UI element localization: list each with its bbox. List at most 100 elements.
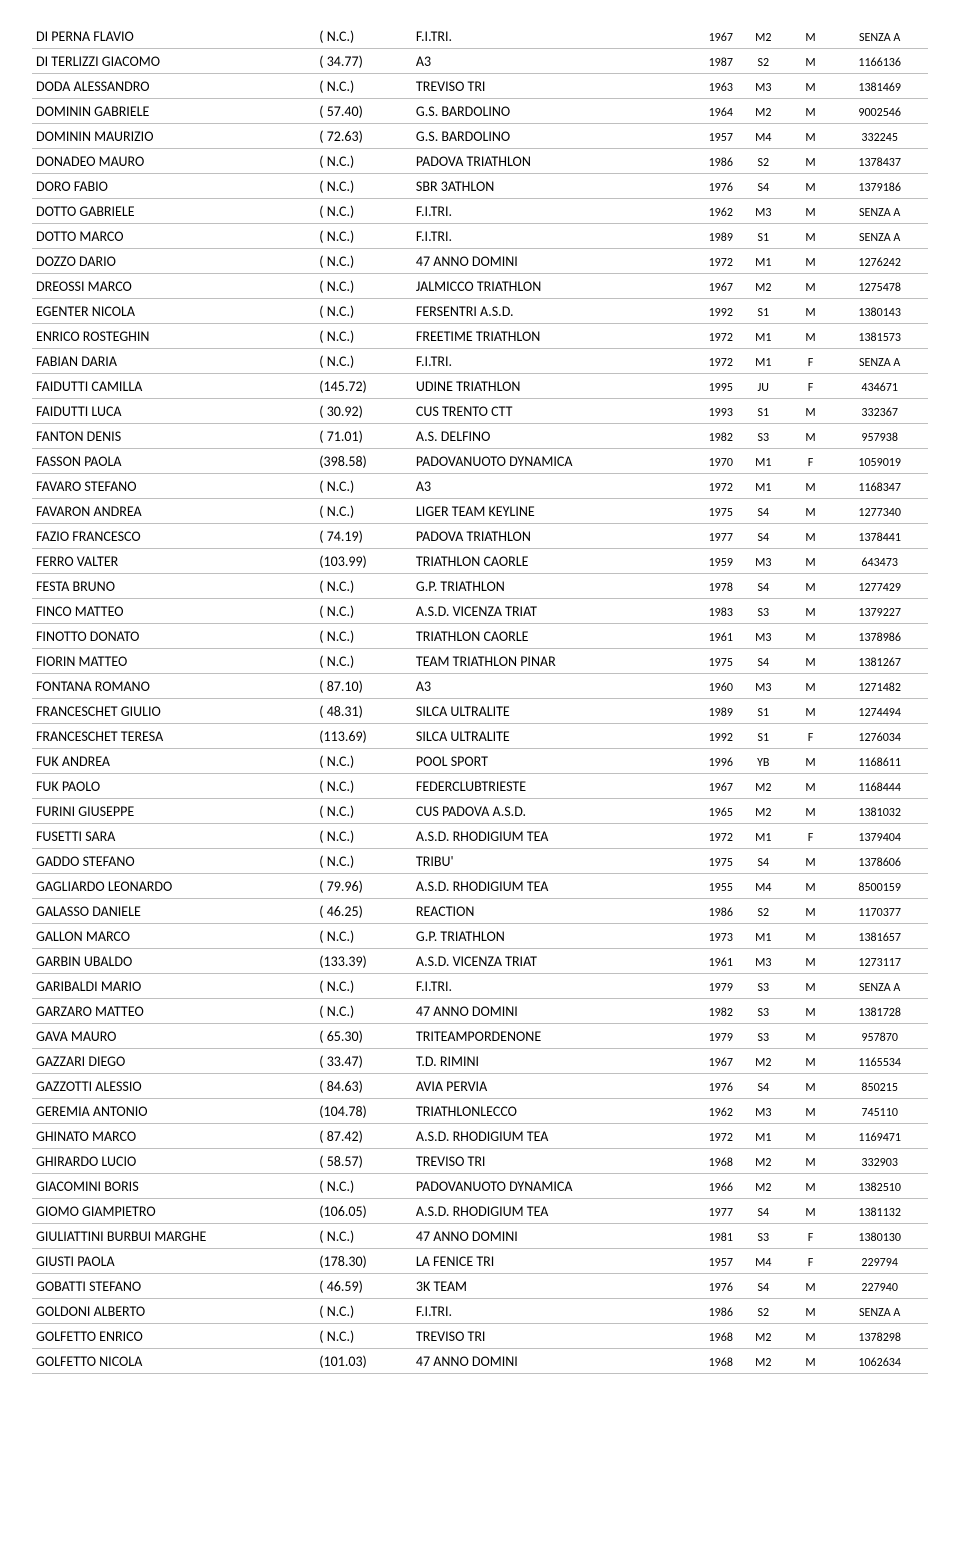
athlete-time: ( 30.92) (315, 399, 412, 424)
athlete-year: 1976 (673, 174, 737, 199)
table-row: GHIRARDO LUCIO( 58.57)TREVISO TRI1968M2M… (32, 1149, 928, 1174)
athlete-year: 1975 (673, 849, 737, 874)
athlete-category: S3 (737, 974, 790, 999)
athlete-name: FIORIN MATTEO (32, 649, 315, 674)
athlete-year: 1989 (673, 699, 737, 724)
table-row: GAZZOTTI ALESSIO( 84.63)AVIA PERVIA1976S… (32, 1074, 928, 1099)
athlete-team: A.S.D. RHODIGIUM TEA (412, 1124, 673, 1149)
athlete-code: 1062634 (831, 1349, 928, 1374)
athlete-name: FABIAN DARIA (32, 349, 315, 374)
athlete-code: 1165534 (831, 1049, 928, 1074)
athlete-team: G.S. BARDOLINO (412, 99, 673, 124)
athlete-name: GAZZOTTI ALESSIO (32, 1074, 315, 1099)
athlete-team: FEDERCLUBTRIESTE (412, 774, 673, 799)
athlete-sex: M (790, 1099, 832, 1124)
athlete-time: ( N.C.) (315, 1174, 412, 1199)
athlete-category: M2 (737, 1349, 790, 1374)
athlete-team: TREVISO TRI (412, 74, 673, 99)
athlete-team: CUS TRENTO CTT (412, 399, 673, 424)
athlete-team: F.I.TRI. (412, 349, 673, 374)
athlete-year: 1957 (673, 124, 737, 149)
athlete-name: FAVARO STEFANO (32, 474, 315, 499)
athlete-time: ( N.C.) (315, 974, 412, 999)
athlete-category: M4 (737, 124, 790, 149)
athlete-year: 1955 (673, 874, 737, 899)
athlete-team: F.I.TRI. (412, 24, 673, 49)
athlete-year: 1962 (673, 1099, 737, 1124)
athlete-time: ( N.C.) (315, 324, 412, 349)
athlete-sex: M (790, 1174, 832, 1199)
athlete-code: 1382510 (831, 1174, 928, 1199)
athlete-sex: M (790, 1324, 832, 1349)
table-row: FRANCESCHET GIULIO( 48.31)SILCA ULTRALIT… (32, 699, 928, 724)
athlete-category: M1 (737, 474, 790, 499)
athlete-time: ( N.C.) (315, 149, 412, 174)
athlete-category: M1 (737, 324, 790, 349)
athlete-name: GALASSO DANIELE (32, 899, 315, 924)
athlete-year: 1972 (673, 324, 737, 349)
table-row: GIUSTI PAOLA(178.30)LA FENICE TRI1957M4F… (32, 1249, 928, 1274)
athlete-year: 1967 (673, 274, 737, 299)
athlete-name: FINCO MATTEO (32, 599, 315, 624)
athlete-team: FREETIME TRIATHLON (412, 324, 673, 349)
athlete-time: ( N.C.) (315, 924, 412, 949)
athlete-category: S3 (737, 999, 790, 1024)
athlete-code: 1378986 (831, 624, 928, 649)
athlete-name: GEREMIA ANTONIO (32, 1099, 315, 1124)
table-row: GAZZARI DIEGO( 33.47)T.D. RIMINI1967M2M1… (32, 1049, 928, 1074)
athlete-team: 47 ANNO DOMINI (412, 1349, 673, 1374)
table-row: GARZARO MATTEO( N.C.)47 ANNO DOMINI1982S… (32, 999, 928, 1024)
athlete-category: M1 (737, 249, 790, 274)
athlete-category: S3 (737, 599, 790, 624)
athlete-year: 1993 (673, 399, 737, 424)
table-row: DONADEO MAURO( N.C.)PADOVA TRIATHLON1986… (32, 149, 928, 174)
table-row: FRANCESCHET TERESA(113.69)SILCA ULTRALIT… (32, 724, 928, 749)
athlete-team: A.S.D. VICENZA TRIAT (412, 949, 673, 974)
athlete-year: 1983 (673, 599, 737, 624)
athlete-year: 1976 (673, 1274, 737, 1299)
athlete-name: GOBATTI STEFANO (32, 1274, 315, 1299)
athlete-code: 1381657 (831, 924, 928, 949)
athlete-team: F.I.TRI. (412, 974, 673, 999)
athlete-sex: F (790, 1224, 832, 1249)
athlete-sex: F (790, 349, 832, 374)
table-row: GALLON MARCO( N.C.)G.P. TRIATHLON1973M1M… (32, 924, 928, 949)
table-row: DOMININ GABRIELE( 57.40)G.S. BARDOLINO19… (32, 99, 928, 124)
athlete-team: F.I.TRI. (412, 224, 673, 249)
results-table: DI PERNA FLAVIO( N.C.)F.I.TRI.1967M2MSEN… (32, 24, 928, 1374)
athlete-code: SENZA A (831, 24, 928, 49)
athlete-sex: M (790, 1299, 832, 1324)
athlete-category: M3 (737, 624, 790, 649)
athlete-category: M1 (737, 349, 790, 374)
athlete-name: GARIBALDI MARIO (32, 974, 315, 999)
athlete-year: 1982 (673, 424, 737, 449)
athlete-name: FRANCESCHET GIULIO (32, 699, 315, 724)
table-row: GARBIN UBALDO(133.39)A.S.D. VICENZA TRIA… (32, 949, 928, 974)
athlete-team: TRIATHLON CAORLE (412, 624, 673, 649)
athlete-year: 1972 (673, 474, 737, 499)
athlete-category: JU (737, 374, 790, 399)
athlete-year: 1975 (673, 499, 737, 524)
athlete-name: GHINATO MARCO (32, 1124, 315, 1149)
athlete-sex: M (790, 599, 832, 624)
athlete-name: FURINI GIUSEPPE (32, 799, 315, 824)
athlete-code: SENZA A (831, 224, 928, 249)
athlete-sex: M (790, 24, 832, 49)
athlete-name: DI PERNA FLAVIO (32, 24, 315, 49)
athlete-name: DOTTO GABRIELE (32, 199, 315, 224)
table-row: GOLFETTO NICOLA(101.03)47 ANNO DOMINI196… (32, 1349, 928, 1374)
table-row: DI PERNA FLAVIO( N.C.)F.I.TRI.1967M2MSEN… (32, 24, 928, 49)
athlete-category: M3 (737, 549, 790, 574)
athlete-sex: F (790, 1249, 832, 1274)
athlete-name: FINOTTO DONATO (32, 624, 315, 649)
athlete-year: 1961 (673, 949, 737, 974)
athlete-category: S3 (737, 1024, 790, 1049)
athlete-name: FUK PAOLO (32, 774, 315, 799)
athlete-team: FERSENTRI A.S.D. (412, 299, 673, 324)
athlete-year: 1972 (673, 1124, 737, 1149)
athlete-category: M2 (737, 24, 790, 49)
athlete-sex: M (790, 899, 832, 924)
athlete-team: A.S.D. RHODIGIUM TEA (412, 824, 673, 849)
athlete-code: SENZA A (831, 1299, 928, 1324)
athlete-name: FAVARON ANDREA (32, 499, 315, 524)
